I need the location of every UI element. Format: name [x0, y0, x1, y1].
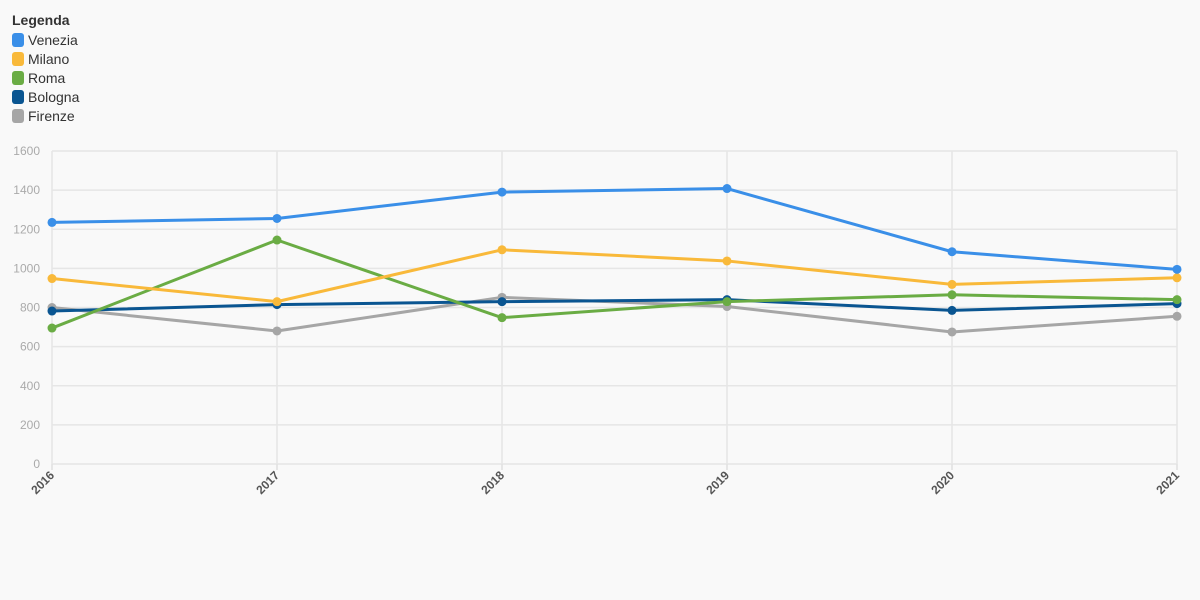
data-point-milano[interactable] [1172, 273, 1182, 283]
legend-swatch [12, 108, 24, 123]
data-point-bologna[interactable] [497, 297, 507, 307]
legend-item-firenze[interactable]: Firenze [12, 106, 79, 125]
data-point-bologna[interactable] [947, 305, 957, 315]
x-tick-label: 2018 [478, 468, 507, 497]
y-tick-label: 400 [20, 379, 40, 393]
data-point-milano[interactable] [722, 256, 732, 266]
data-point-bologna[interactable] [47, 306, 57, 316]
y-tick-label: 0 [33, 457, 40, 471]
data-point-roma[interactable] [1172, 295, 1182, 305]
legend-swatch [12, 51, 24, 66]
data-point-venezia[interactable] [722, 184, 732, 194]
series-venezia [47, 184, 1182, 274]
y-tick-label: 1400 [13, 183, 40, 197]
legend-item-venezia[interactable]: Venezia [12, 30, 79, 49]
data-point-roma[interactable] [497, 313, 507, 323]
legend-item-milano[interactable]: Milano [12, 49, 79, 68]
series-line-roma [50, 238, 1179, 330]
series-line-firenze [50, 295, 1179, 334]
data-point-venezia[interactable] [1172, 264, 1182, 274]
data-point-venezia[interactable] [47, 217, 57, 227]
legend-item-roma[interactable]: Roma [12, 68, 79, 87]
data-point-venezia[interactable] [497, 187, 507, 197]
legend-label: Venezia [28, 31, 78, 48]
legend-item-bologna[interactable]: Bologna [12, 87, 79, 106]
y-tick-label: 800 [20, 301, 40, 315]
data-point-milano[interactable] [47, 274, 57, 284]
series-line-milano [50, 248, 1179, 304]
legend-label: Firenze [28, 107, 75, 124]
y-tick-label: 1000 [13, 261, 40, 275]
data-point-milano[interactable] [947, 279, 957, 289]
legend-items: Venezia Milano Roma Bologna Firenze [12, 30, 79, 125]
legend-title: Legenda [12, 12, 70, 28]
data-point-roma[interactable] [947, 290, 957, 300]
y-tick-label: 1200 [13, 222, 40, 236]
data-point-venezia[interactable] [947, 247, 957, 257]
y-tick-label: 600 [20, 340, 40, 354]
y-axis-ticks: 0 200 400 600 800 1000 1200 1400 1600 [13, 144, 40, 471]
legend-label: Milano [28, 50, 70, 67]
data-point-firenze[interactable] [272, 326, 282, 336]
data-point-roma[interactable] [722, 297, 732, 307]
data-point-venezia[interactable] [272, 213, 282, 223]
legend-label: Bologna [28, 88, 80, 105]
series-roma [47, 235, 1182, 333]
legend-label: Roma [28, 69, 66, 86]
x-axis-ticks: 2016 2017 2018 2019 2020 2021 [28, 468, 1182, 497]
data-point-firenze[interactable] [1172, 311, 1182, 321]
legend-swatch [12, 89, 24, 104]
series-line-venezia [50, 187, 1179, 271]
legend-swatch [12, 32, 24, 47]
x-tick-label: 2016 [28, 468, 57, 497]
x-tick-label: 2020 [928, 468, 957, 497]
data-point-roma[interactable] [47, 323, 57, 333]
y-tick-label: 1600 [13, 144, 40, 158]
data-point-roma[interactable] [272, 235, 282, 245]
y-tick-label: 200 [20, 418, 40, 432]
x-tick-label: 2021 [1153, 468, 1182, 497]
x-tick-label: 2017 [253, 468, 282, 497]
series-line-bologna [50, 298, 1179, 313]
data-point-milano[interactable] [272, 297, 282, 307]
data-point-milano[interactable] [497, 245, 507, 255]
legend: Legenda Venezia Milano Roma Bologna Firenze [12, 12, 79, 125]
data-point-firenze[interactable] [947, 327, 957, 337]
legend-swatch [12, 70, 24, 85]
series-group [47, 184, 1182, 337]
series-bologna [47, 295, 1182, 316]
x-tick-label: 2019 [703, 468, 732, 497]
series-milano [47, 245, 1182, 307]
